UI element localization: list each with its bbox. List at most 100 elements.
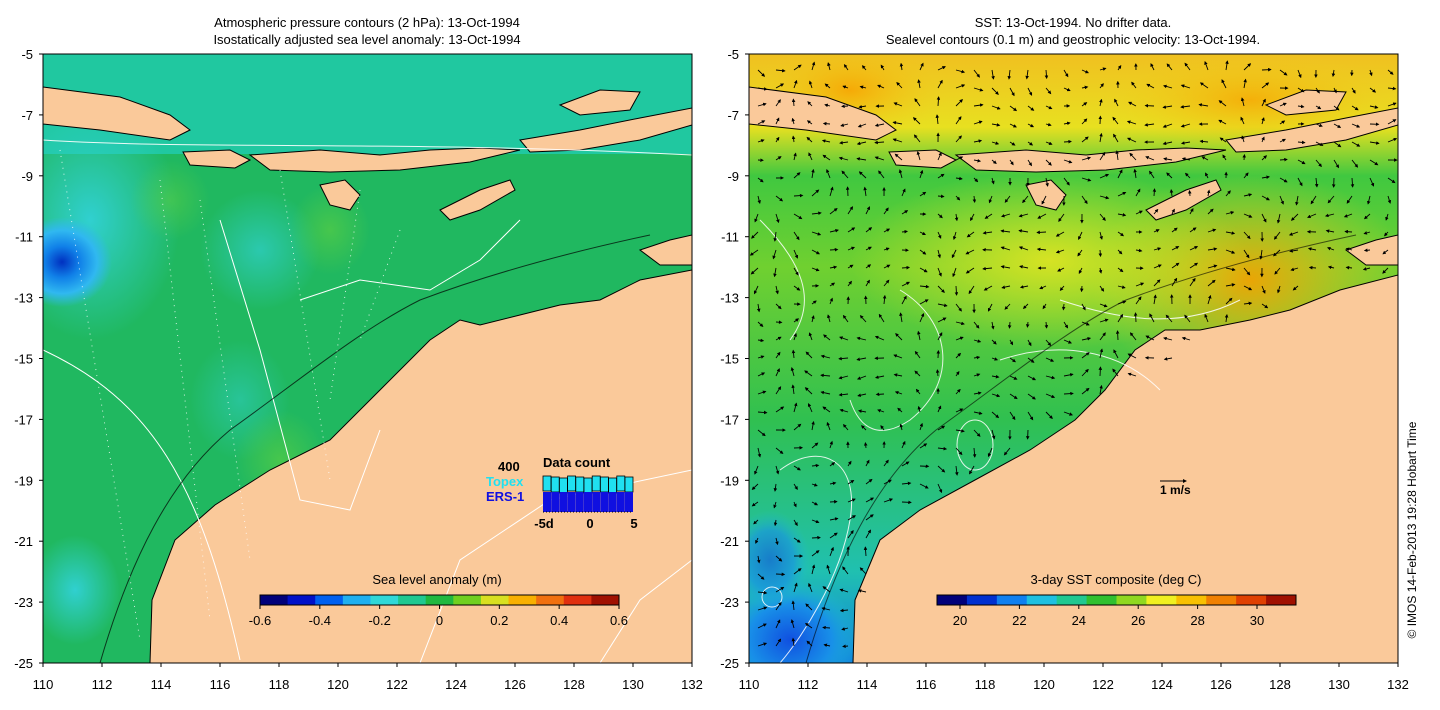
lon-tick-label: 120 bbox=[1033, 677, 1055, 692]
velocity-arrow bbox=[1350, 177, 1355, 188]
velocity-arrow bbox=[793, 423, 802, 431]
velocity-arrow bbox=[893, 102, 903, 107]
velocity-arrow bbox=[756, 303, 761, 313]
velocity-arrow bbox=[1366, 195, 1371, 205]
velocity-arrow bbox=[919, 312, 925, 323]
velocity-arrow bbox=[750, 267, 759, 275]
colorbar-segment bbox=[996, 595, 1028, 605]
velocity-arrow bbox=[1027, 393, 1036, 400]
velocity-arrow bbox=[955, 429, 965, 433]
velocity-arrow bbox=[901, 481, 912, 486]
velocity-arrow bbox=[811, 267, 820, 272]
velocity-arrow bbox=[811, 550, 820, 557]
lat-tick-label: -9 bbox=[727, 169, 739, 184]
velocity-arrow bbox=[829, 532, 838, 539]
velocity-arrow bbox=[757, 195, 761, 204]
velocity-arrow bbox=[893, 354, 903, 359]
velocity-arrow bbox=[1000, 246, 1011, 251]
velocity-arrow bbox=[937, 446, 948, 451]
velocity-arrow bbox=[1345, 247, 1353, 252]
colorbar-segment bbox=[591, 595, 620, 605]
velocity-arrow bbox=[1057, 267, 1065, 272]
velocity-arrow bbox=[991, 429, 996, 440]
velocity-arrow bbox=[1169, 189, 1174, 197]
velocity-arrow bbox=[1063, 339, 1072, 344]
velocity-arrow bbox=[1099, 213, 1106, 221]
velocity-arrow bbox=[790, 619, 795, 629]
velocity-arrow bbox=[1333, 123, 1342, 128]
velocity-arrow bbox=[877, 409, 885, 413]
velocity-arrow bbox=[1135, 210, 1143, 215]
velocity-arrow bbox=[1037, 213, 1047, 219]
velocity-arrow bbox=[773, 519, 778, 527]
velocity-arrow bbox=[1117, 169, 1123, 179]
velocity-arrow bbox=[1290, 213, 1299, 221]
velocity-arrow bbox=[1144, 123, 1155, 127]
velocity-arrow bbox=[1117, 231, 1125, 237]
velocity-arrow bbox=[829, 517, 839, 521]
velocity-arrow bbox=[1009, 105, 1018, 112]
velocity-arrow bbox=[1009, 123, 1017, 128]
velocity-arrow bbox=[1036, 230, 1047, 235]
velocity-arrow bbox=[1240, 116, 1245, 125]
velocity-arrow bbox=[1243, 249, 1250, 259]
velocity-arrow bbox=[847, 515, 856, 521]
velocity-arrow bbox=[865, 478, 873, 485]
velocity-arrow bbox=[973, 177, 979, 183]
inset-topex-bar bbox=[583, 477, 593, 494]
velocity-arrow bbox=[1351, 87, 1356, 94]
velocity-arrow bbox=[1277, 285, 1281, 294]
velocity-arrow bbox=[791, 600, 796, 611]
velocity-arrow bbox=[826, 564, 831, 575]
colorbar-segment bbox=[1236, 595, 1267, 605]
lat-tick-label: -11 bbox=[15, 230, 33, 245]
velocity-arrow bbox=[757, 606, 768, 611]
velocity-arrow bbox=[1363, 231, 1371, 235]
velocity-arrow bbox=[1027, 105, 1035, 111]
velocity-arrow bbox=[775, 386, 782, 395]
velocity-arrow bbox=[856, 375, 867, 380]
velocity-arrow bbox=[919, 62, 924, 71]
velocity-arrow bbox=[1225, 297, 1233, 305]
velocity-arrow bbox=[1045, 141, 1053, 145]
velocity-arrow bbox=[973, 429, 981, 437]
velocity-arrow bbox=[973, 391, 982, 395]
velocity-arrow bbox=[919, 422, 923, 431]
velocity-arrow bbox=[1145, 335, 1155, 341]
velocity-arrow bbox=[937, 213, 943, 219]
velocity-arrow bbox=[808, 152, 813, 161]
velocity-arrow bbox=[1153, 279, 1161, 287]
velocity-arrow bbox=[1345, 265, 1353, 270]
velocity-arrow bbox=[1081, 321, 1090, 326]
velocity-arrow bbox=[1153, 247, 1162, 251]
velocity-arrow bbox=[892, 121, 903, 125]
inset-topex-bar bbox=[575, 476, 585, 493]
velocity-arrow bbox=[1027, 375, 1037, 381]
velocity-arrow bbox=[1166, 63, 1173, 71]
velocity-arrow bbox=[972, 447, 977, 458]
left-lon-ticks: 110 112 114 116 118 120 122 124 126 128 130 132 bbox=[33, 663, 703, 692]
velocity-arrow bbox=[991, 339, 997, 345]
velocity-arrow bbox=[883, 247, 890, 251]
velocity-arrow bbox=[968, 285, 975, 295]
velocity-arrow bbox=[1117, 65, 1122, 71]
velocity-arrow bbox=[878, 170, 885, 179]
velocity-arrow bbox=[1099, 348, 1104, 359]
velocity-arrow bbox=[793, 231, 800, 241]
velocity-arrow bbox=[824, 103, 831, 108]
colorbar-segment bbox=[425, 595, 454, 605]
velocity-arrow bbox=[1027, 339, 1032, 347]
velocity-arrow bbox=[1198, 103, 1209, 107]
inset-ers-bar bbox=[567, 492, 576, 512]
velocity-arrow bbox=[1113, 133, 1119, 143]
velocity-arrow bbox=[791, 637, 796, 647]
lat-tick-label: -5 bbox=[727, 47, 739, 62]
colorbar-segment bbox=[480, 595, 510, 605]
velocity-arrow bbox=[937, 317, 947, 323]
velocity-arrow bbox=[775, 447, 784, 454]
velocity-arrow bbox=[1201, 156, 1209, 161]
velocity-arrow bbox=[1315, 87, 1320, 94]
inset-topex-bar bbox=[616, 475, 626, 492]
velocity-arrow bbox=[811, 420, 815, 431]
